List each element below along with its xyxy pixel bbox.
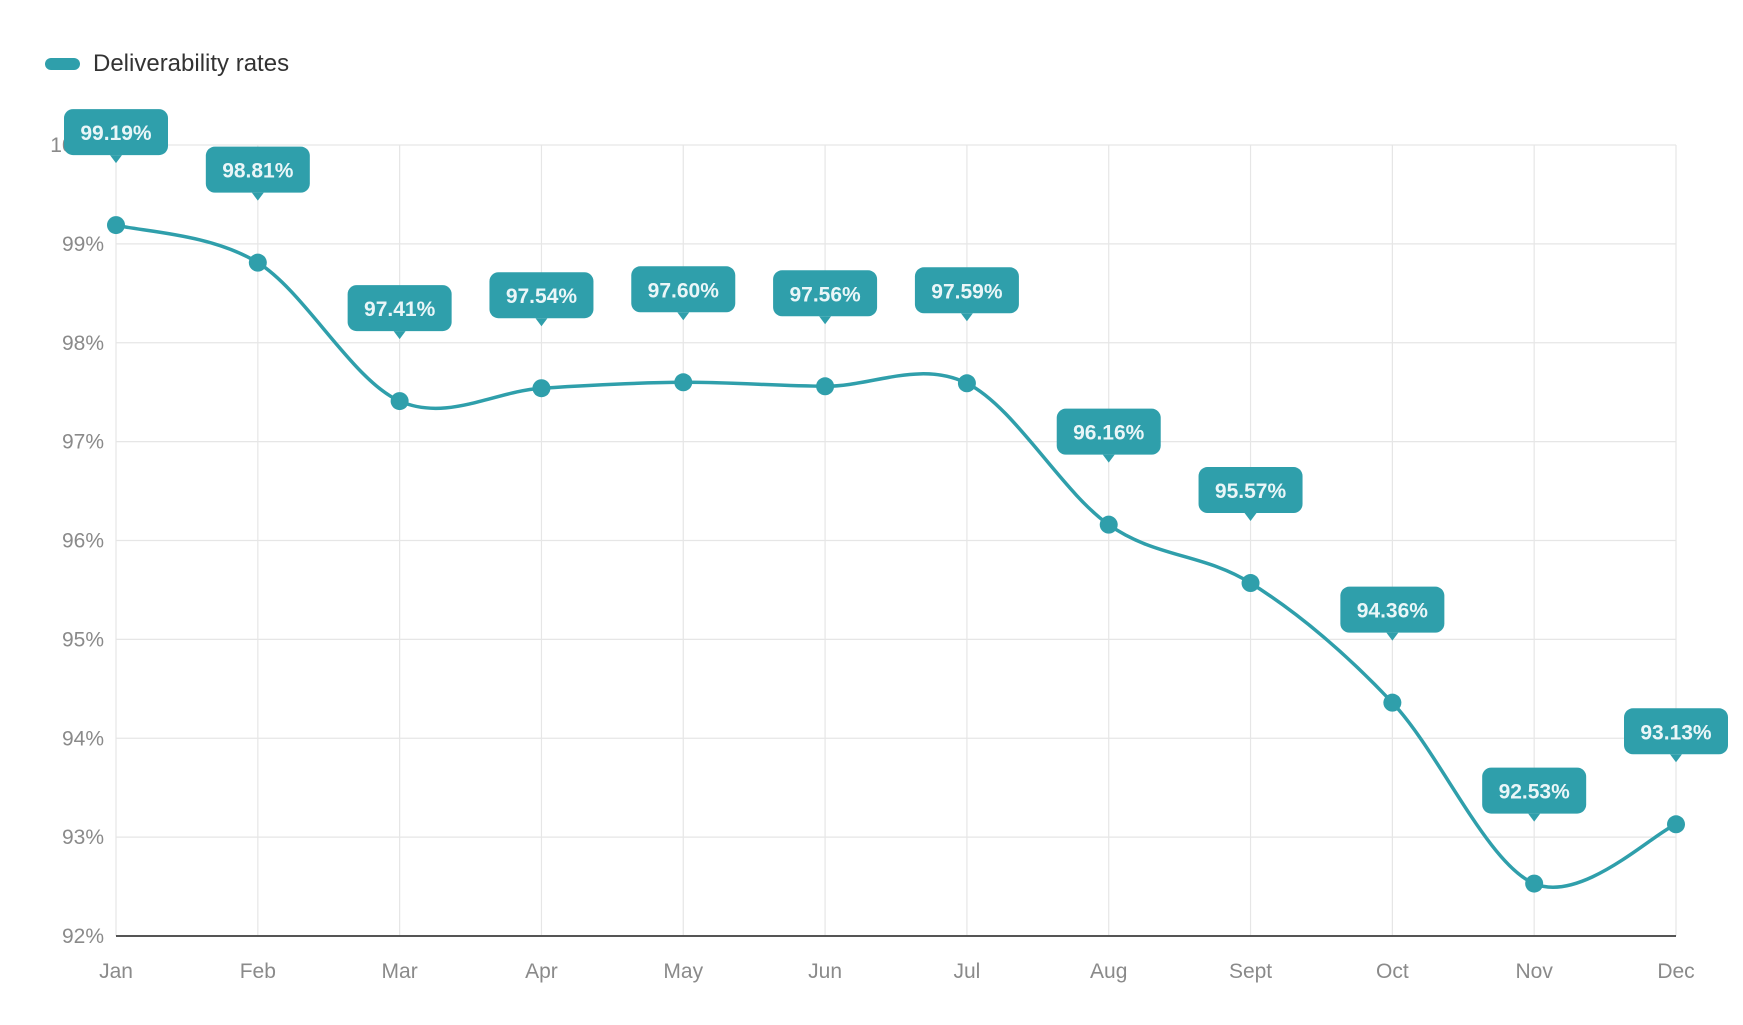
legend-swatch bbox=[45, 58, 80, 70]
data-label-tooltip: 97.41% bbox=[347, 285, 452, 340]
tooltip-pointer bbox=[535, 318, 548, 327]
data-point bbox=[107, 216, 125, 235]
data-point bbox=[1525, 874, 1544, 893]
tooltip-pointer bbox=[677, 312, 690, 321]
data-label-tooltip: 95.57% bbox=[1198, 467, 1303, 522]
tooltip-pointer bbox=[1386, 632, 1399, 641]
data-point bbox=[1667, 815, 1685, 834]
data-label: 92.53% bbox=[1499, 781, 1571, 804]
x-tick-label: Nov bbox=[1516, 960, 1554, 983]
tooltip-pointer bbox=[960, 313, 973, 322]
y-tick-label: 97% bbox=[62, 431, 104, 454]
tooltip-box bbox=[205, 146, 310, 193]
data-point bbox=[1241, 574, 1260, 593]
tooltip-pointer bbox=[819, 316, 832, 325]
data-label: 97.60% bbox=[648, 279, 720, 302]
data-label-tooltip: 97.60% bbox=[631, 266, 736, 321]
tooltip-pointer bbox=[1670, 754, 1682, 763]
tooltip-box bbox=[914, 267, 1019, 314]
tooltip-box bbox=[1056, 408, 1161, 455]
data-point bbox=[674, 373, 693, 392]
x-tick-label: Oct bbox=[1376, 960, 1409, 983]
tooltip-pointer bbox=[1528, 813, 1541, 822]
tooltip-box bbox=[1340, 586, 1445, 633]
tooltip-box bbox=[347, 285, 452, 332]
data-point bbox=[816, 377, 835, 396]
data-point bbox=[390, 392, 409, 411]
data-label-tooltip: 99.19% bbox=[64, 109, 168, 164]
data-label-tooltip: 96.16% bbox=[1056, 408, 1161, 463]
data-point bbox=[532, 379, 551, 398]
tooltip-pointer bbox=[1244, 513, 1257, 522]
x-tick-label: Aug bbox=[1090, 960, 1127, 983]
data-label-tooltip: 94.36% bbox=[1340, 586, 1445, 641]
tooltip-box bbox=[773, 270, 878, 317]
x-tick-label: Apr bbox=[525, 960, 558, 983]
data-label: 97.59% bbox=[931, 280, 1003, 303]
y-tick-label: 93% bbox=[62, 826, 104, 849]
y-tick-label: 99% bbox=[62, 233, 104, 256]
data-point bbox=[248, 253, 267, 272]
x-tick-label: Dec bbox=[1657, 960, 1694, 983]
x-tick-label: Jul bbox=[953, 960, 980, 983]
data-label: 99.19% bbox=[80, 122, 152, 145]
y-tick-label: 96% bbox=[62, 530, 104, 553]
data-label: 97.54% bbox=[506, 285, 578, 308]
y-tick-label: 94% bbox=[62, 727, 104, 750]
data-label-tooltip: 97.56% bbox=[773, 270, 878, 325]
data-label-tooltip: 97.59% bbox=[914, 267, 1019, 322]
tooltip-box bbox=[64, 109, 168, 156]
data-label: 97.41% bbox=[364, 298, 436, 321]
y-tick-label: 98% bbox=[62, 332, 104, 355]
x-tick-label: Mar bbox=[382, 960, 418, 983]
legend-label: Deliverability rates bbox=[93, 50, 290, 77]
data-label-tooltip: 97.54% bbox=[489, 272, 594, 327]
data-label: 95.57% bbox=[1215, 480, 1287, 503]
tooltip-pointer bbox=[393, 331, 406, 340]
x-tick-label: Feb bbox=[240, 960, 276, 983]
x-tick-label: Jun bbox=[808, 960, 842, 983]
data-label-tooltip: 98.81% bbox=[205, 146, 310, 201]
data-label: 98.81% bbox=[222, 160, 294, 183]
data-label: 97.56% bbox=[789, 283, 861, 306]
data-label-tooltip: 92.53% bbox=[1482, 767, 1587, 822]
data-label: 94.36% bbox=[1357, 600, 1429, 623]
y-tick-label: 92% bbox=[62, 925, 104, 948]
data-label-tooltip: 93.13% bbox=[1624, 708, 1728, 763]
tooltip-pointer bbox=[1102, 454, 1115, 463]
tooltip-box bbox=[631, 266, 736, 313]
tooltip-pointer bbox=[110, 155, 122, 164]
tooltip-box bbox=[1482, 767, 1587, 814]
x-tick-label: May bbox=[663, 960, 703, 983]
series-line bbox=[115, 223, 1677, 889]
data-point bbox=[1099, 515, 1118, 534]
tooltip-box bbox=[1624, 708, 1728, 755]
data-point bbox=[957, 374, 976, 393]
tooltip-box bbox=[489, 272, 594, 319]
tooltip-box bbox=[1198, 467, 1303, 514]
data-label: 93.13% bbox=[1640, 721, 1712, 744]
x-tick-label: Sept bbox=[1229, 960, 1272, 983]
x-tick-label: Jan bbox=[99, 960, 133, 983]
y-tick-label: 95% bbox=[62, 628, 104, 651]
data-point bbox=[1383, 693, 1402, 712]
tooltip-pointer bbox=[251, 192, 264, 201]
legend[interactable]: Deliverability rates bbox=[45, 50, 289, 78]
data-label: 96.16% bbox=[1073, 422, 1145, 445]
